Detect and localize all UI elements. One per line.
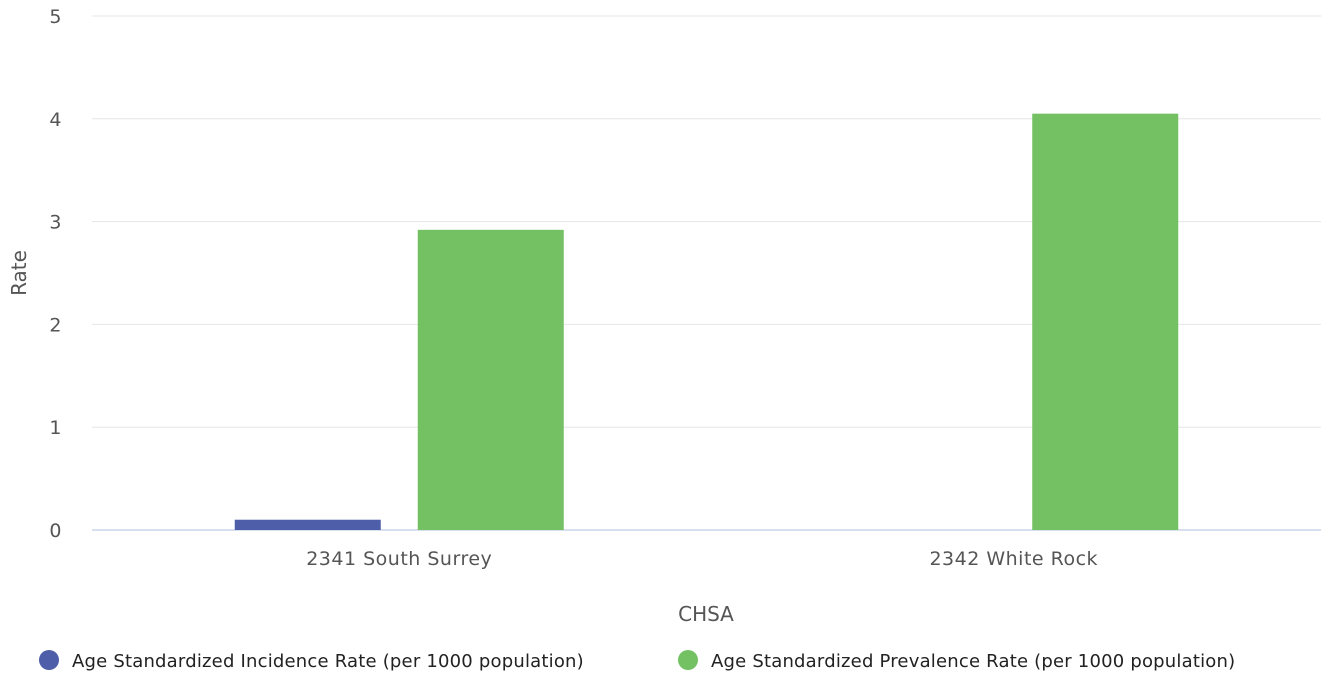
y-tick-label: 1: [49, 417, 62, 439]
y-tick-label: 3: [49, 212, 62, 234]
legend-marker: [678, 650, 698, 670]
y-tick-label: 5: [49, 6, 62, 28]
x-axis-title: CHSA: [678, 602, 734, 626]
x-tick-label: 2342 White Rock: [929, 548, 1098, 570]
bar-prevalence-2[interactable]: [1032, 113, 1179, 530]
legend-marker: [39, 650, 59, 670]
bars-layer: [234, 113, 1179, 530]
y-tick-label: 4: [49, 109, 62, 131]
legend-label: Age Standardized Incidence Rate (per 100…: [72, 651, 584, 672]
legend: Age Standardized Incidence Rate (per 100…: [39, 650, 1235, 672]
y-tick-label: 2: [49, 314, 62, 336]
bar-incidence-1[interactable]: [234, 519, 381, 530]
x-axis-ticks: 2341 South Surrey 2342 White Rock: [306, 548, 1098, 570]
legend-label: Age Standardized Prevalence Rate (per 10…: [711, 651, 1235, 672]
y-axis-ticks: 0 1 2 3 4 5: [49, 6, 62, 542]
bar-prevalence-1[interactable]: [417, 229, 564, 530]
legend-item-prevalence[interactable]: Age Standardized Prevalence Rate (per 10…: [678, 650, 1235, 672]
y-axis-title: Rate: [7, 250, 31, 296]
x-tick-label: 2341 South Surrey: [306, 548, 492, 570]
legend-item-incidence[interactable]: Age Standardized Incidence Rate (per 100…: [39, 650, 584, 672]
y-tick-label: 0: [49, 520, 62, 542]
